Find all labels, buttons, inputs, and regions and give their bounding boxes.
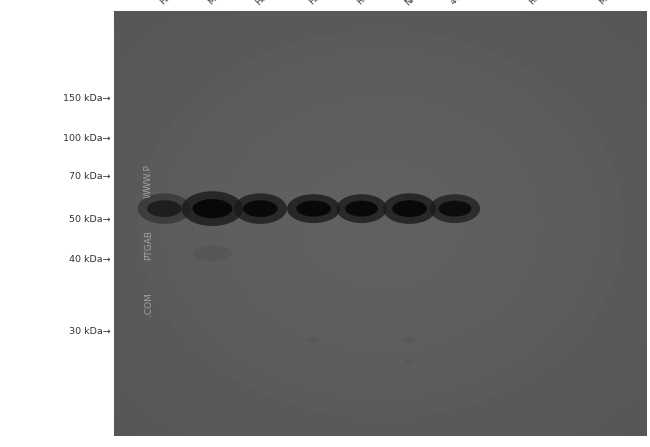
Text: .COM: .COM xyxy=(144,292,153,316)
Ellipse shape xyxy=(138,194,191,224)
FancyBboxPatch shape xyxy=(114,11,647,436)
Text: 100 kDa→: 100 kDa→ xyxy=(63,134,110,143)
Ellipse shape xyxy=(182,191,243,226)
Text: ROS1728: ROS1728 xyxy=(356,0,390,7)
Text: HepG2: HepG2 xyxy=(254,0,281,7)
Ellipse shape xyxy=(307,337,320,344)
Ellipse shape xyxy=(404,337,415,344)
Ellipse shape xyxy=(243,200,278,217)
Ellipse shape xyxy=(192,245,232,261)
Ellipse shape xyxy=(430,194,480,223)
Text: NIH/3T3: NIH/3T3 xyxy=(403,0,434,7)
Text: HEK-293: HEK-293 xyxy=(158,0,190,7)
Ellipse shape xyxy=(405,359,414,364)
Ellipse shape xyxy=(392,200,427,217)
Ellipse shape xyxy=(336,194,387,223)
Text: WWW.P: WWW.P xyxy=(144,164,153,198)
Text: 150 kDa→: 150 kDa→ xyxy=(63,94,110,103)
Text: 40 kDa→: 40 kDa→ xyxy=(69,255,110,264)
Text: HSC-T6: HSC-T6 xyxy=(307,0,335,7)
Ellipse shape xyxy=(192,199,232,218)
Text: 30 kDa→: 30 kDa→ xyxy=(69,327,110,336)
Text: MCF-7: MCF-7 xyxy=(206,0,231,7)
Text: Rat skeletal muscle: Rat skeletal muscle xyxy=(528,0,594,7)
Ellipse shape xyxy=(296,201,331,217)
Ellipse shape xyxy=(345,201,378,217)
Ellipse shape xyxy=(287,194,341,223)
Text: PTGAB: PTGAB xyxy=(144,230,153,260)
Ellipse shape xyxy=(147,200,182,217)
Text: 70 kDa→: 70 kDa→ xyxy=(69,172,110,181)
Text: Mouse skeletal muscle: Mouse skeletal muscle xyxy=(598,0,650,7)
Ellipse shape xyxy=(383,194,436,224)
Text: 50 kDa→: 50 kDa→ xyxy=(69,215,110,224)
Ellipse shape xyxy=(438,201,471,217)
Text: 4T1: 4T1 xyxy=(448,0,466,7)
Ellipse shape xyxy=(234,194,287,224)
